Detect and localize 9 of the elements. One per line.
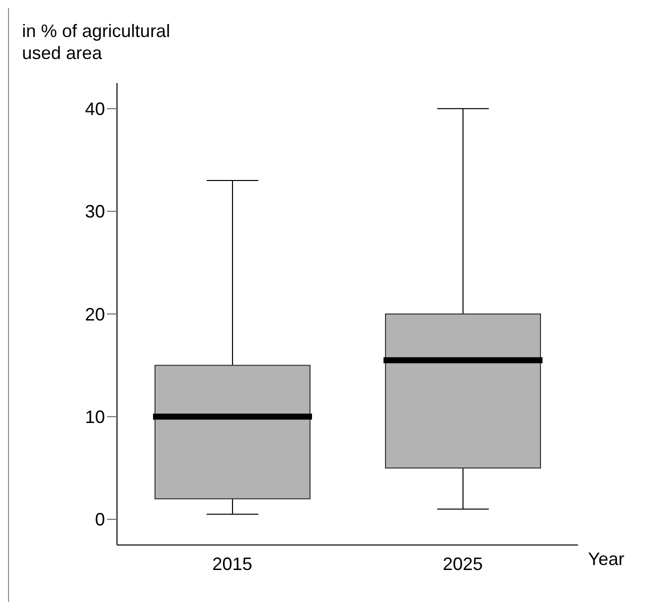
y-tick-label: 0 bbox=[94, 510, 105, 530]
x-tick-label: 2025 bbox=[442, 554, 483, 574]
y-tick-label: 10 bbox=[84, 407, 105, 428]
x-tick-label: 2015 bbox=[212, 554, 252, 574]
y-tick-label: 20 bbox=[84, 304, 105, 324]
x-axis-title: Year bbox=[588, 549, 624, 570]
y-tick-label: 30 bbox=[84, 202, 105, 222]
y-tick-label: 40 bbox=[84, 99, 105, 120]
y-axis-title: in % of agricultural used area bbox=[22, 20, 172, 64]
